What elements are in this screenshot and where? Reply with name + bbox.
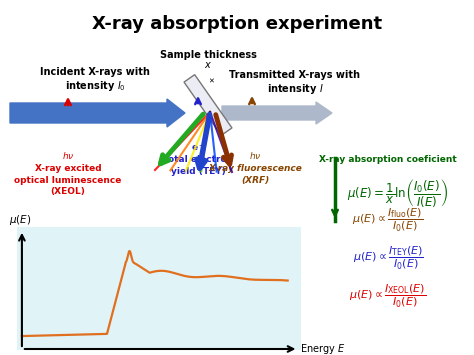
Text: $h\nu$
X-ray fluorescence
(XRF): $h\nu$ X-ray fluorescence (XRF) (208, 150, 302, 185)
Text: X-ray absorption coeficient: X-ray absorption coeficient (319, 155, 457, 164)
Text: $x$: $x$ (204, 60, 212, 70)
Text: ✕: ✕ (208, 78, 214, 84)
Text: $\mu(E) \propto \dfrac{I_{\mathrm{XEOL}}(E)}{I_0(E)}$: $\mu(E) \propto \dfrac{I_{\mathrm{XEOL}}… (349, 283, 427, 310)
Text: e$^-$
Total electron
yield (TEY): e$^-$ Total electron yield (TEY) (163, 143, 233, 176)
Text: Sample thickness: Sample thickness (160, 50, 256, 60)
Text: Energy $E$: Energy $E$ (300, 342, 345, 355)
Text: Incident X-rays with
intensity $I_0$: Incident X-rays with intensity $I_0$ (40, 67, 150, 93)
Text: $\mu(E)$: $\mu(E)$ (9, 213, 32, 227)
Polygon shape (184, 75, 232, 135)
Text: X-ray absorption experiment: X-ray absorption experiment (92, 15, 382, 33)
Text: $\mu(E) \propto \dfrac{I_{\mathrm{fluo}}(E)}{I_0(E)}$: $\mu(E) \propto \dfrac{I_{\mathrm{fluo}}… (353, 207, 424, 234)
Text: $h\nu$
X-ray excited
optical luminescence
(XEOL): $h\nu$ X-ray excited optical luminescenc… (14, 150, 122, 196)
Text: $\mu(E) \propto \dfrac{I_{\mathrm{TEY}}(E)}{I_0(E)}$: $\mu(E) \propto \dfrac{I_{\mathrm{TEY}}(… (353, 245, 423, 272)
FancyArrow shape (10, 99, 185, 127)
Text: Transmitted X-rays with
intensity $I$: Transmitted X-rays with intensity $I$ (229, 70, 361, 96)
Text: $\mu(E) = \dfrac{1}{x}\ln\!\left(\dfrac{I_0(E)}{I(E)}\right)$: $\mu(E) = \dfrac{1}{x}\ln\!\left(\dfrac{… (347, 177, 448, 209)
FancyArrow shape (222, 102, 332, 124)
